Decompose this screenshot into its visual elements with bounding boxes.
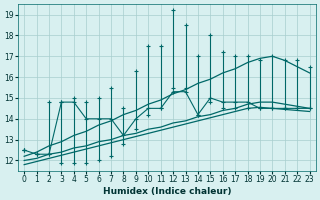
X-axis label: Humidex (Indice chaleur): Humidex (Indice chaleur) <box>103 187 231 196</box>
